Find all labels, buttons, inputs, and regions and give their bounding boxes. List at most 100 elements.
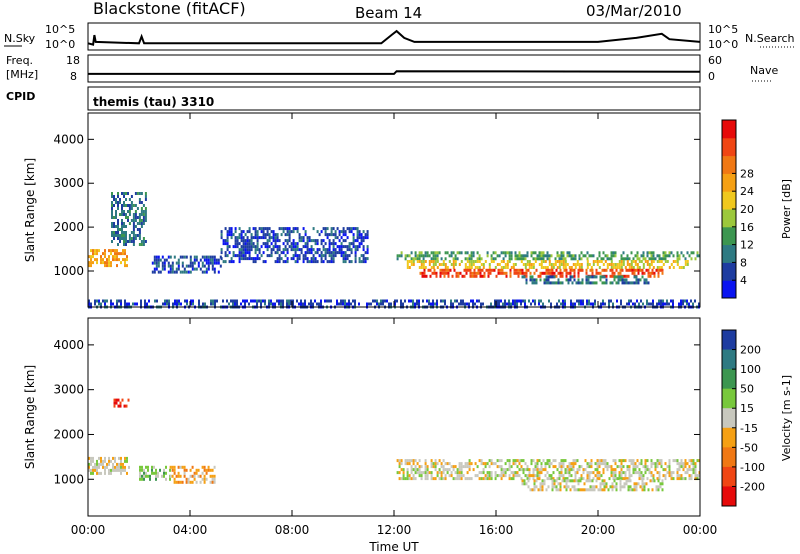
heatmap-cell [122, 249, 124, 253]
heatmap-cell [518, 474, 521, 478]
heatmap-cell [620, 302, 622, 306]
heatmap-cell [98, 302, 100, 306]
heatmap-cell [122, 468, 124, 472]
heatmap-cell [264, 227, 267, 231]
heatmap-cell [625, 281, 628, 285]
heatmap-cell [535, 485, 538, 489]
heatmap-cell [684, 299, 686, 303]
heatmap-cell [592, 260, 595, 263]
heatmap-cell [551, 485, 554, 489]
heatmap-cell [455, 271, 458, 275]
heatmap-cell [470, 299, 472, 303]
heatmap-cell [422, 471, 425, 475]
heatmap-cell [628, 459, 631, 463]
heatmap-cell [149, 477, 151, 481]
heatmap-cell [230, 227, 233, 231]
heatmap-cell [646, 251, 649, 255]
heatmap-cell [578, 299, 580, 303]
heatmap-cell [274, 251, 277, 255]
heatmap-cell [618, 459, 621, 463]
heatmap-cell [260, 230, 263, 234]
heatmap-cell [619, 482, 622, 486]
heatmap-cell [610, 299, 612, 303]
heatmap-cell [132, 231, 135, 234]
heatmap-cell [434, 459, 437, 463]
heatmap-cell [256, 245, 259, 249]
heatmap-cell [348, 245, 351, 249]
heatmap-cell [220, 248, 223, 252]
heatmap-cell [213, 267, 216, 271]
heatmap-cell [426, 299, 428, 303]
heatmap-cell [402, 471, 405, 475]
heatmap-cell [464, 266, 467, 269]
colorbar-tick-label: 24 [740, 185, 754, 198]
heatmap-cell [460, 462, 463, 466]
heatmap-cell [500, 471, 503, 475]
heatmap-cell [165, 471, 167, 475]
heatmap-cell [494, 299, 496, 303]
heatmap-cell [125, 204, 127, 207]
heatmap-cell [476, 251, 479, 255]
heatmap-cell [641, 482, 644, 486]
heatmap-cell [672, 471, 675, 475]
heatmap-cell [155, 471, 157, 475]
heatmap-cell [178, 302, 180, 306]
heatmap-cell [163, 267, 166, 271]
heatmap-cell [290, 299, 292, 303]
heatmap-cell [520, 468, 523, 472]
heatmap-cell [117, 243, 119, 246]
heatmap-cell [487, 274, 490, 278]
heatmap-cell [142, 222, 145, 225]
heatmap-cell [398, 471, 401, 475]
heatmap-cell [476, 465, 479, 469]
heatmap-cell [197, 264, 200, 268]
heatmap-cell [553, 482, 556, 486]
heatmap-cell [356, 245, 359, 249]
heatmap-cell [426, 465, 429, 469]
heatmap-cell [332, 245, 335, 249]
heatmap-cell [168, 302, 170, 306]
heatmap-cell [634, 465, 637, 469]
heatmap-cell [446, 462, 449, 466]
heatmap-cell [402, 477, 405, 481]
heatmap-cell [94, 302, 96, 306]
heatmap-cell [452, 477, 455, 481]
heatmap-cell [193, 477, 196, 481]
heatmap-cell [434, 254, 437, 258]
heatmap-cell [612, 477, 615, 481]
heatmap-cell [504, 462, 507, 466]
heatmap-cell [466, 471, 469, 475]
heatmap-cell [598, 462, 601, 466]
heatmap-cell [460, 477, 463, 481]
heatmap-cell [215, 258, 218, 262]
heatmap-cell [276, 260, 279, 264]
heatmap-cell [366, 248, 369, 252]
heatmap-cell [226, 239, 229, 243]
heatmap-cell [232, 233, 235, 237]
heatmap-cell [108, 468, 110, 472]
heatmap-cell [523, 271, 526, 275]
heatmap-cell [232, 245, 235, 249]
heatmap-cell [268, 254, 271, 258]
heatmap-cell [280, 257, 283, 261]
colorbar-swatch [722, 330, 736, 351]
colorbar-swatch [722, 388, 736, 409]
colorbar-tick-label: 16 [740, 221, 754, 234]
heatmap-cell [438, 471, 441, 475]
heatmap-cell [216, 299, 218, 303]
heatmap-cell [462, 302, 464, 306]
heatmap-cell [121, 213, 123, 216]
heatmap-cell [595, 479, 598, 483]
heatmap-cell [605, 268, 608, 272]
heatmap-cell [592, 254, 595, 258]
heatmap-cell [226, 236, 229, 240]
heatmap-cell [468, 257, 471, 261]
heatmap-cell [568, 471, 571, 475]
heatmap-cell [572, 263, 575, 266]
heatmap-cell [664, 474, 667, 478]
heatmap-cell [635, 482, 638, 486]
heatmap-cell [412, 263, 415, 266]
heatmap-cell [123, 201, 125, 204]
heatmap-cell [505, 274, 508, 278]
heatmap-cell [628, 263, 631, 266]
